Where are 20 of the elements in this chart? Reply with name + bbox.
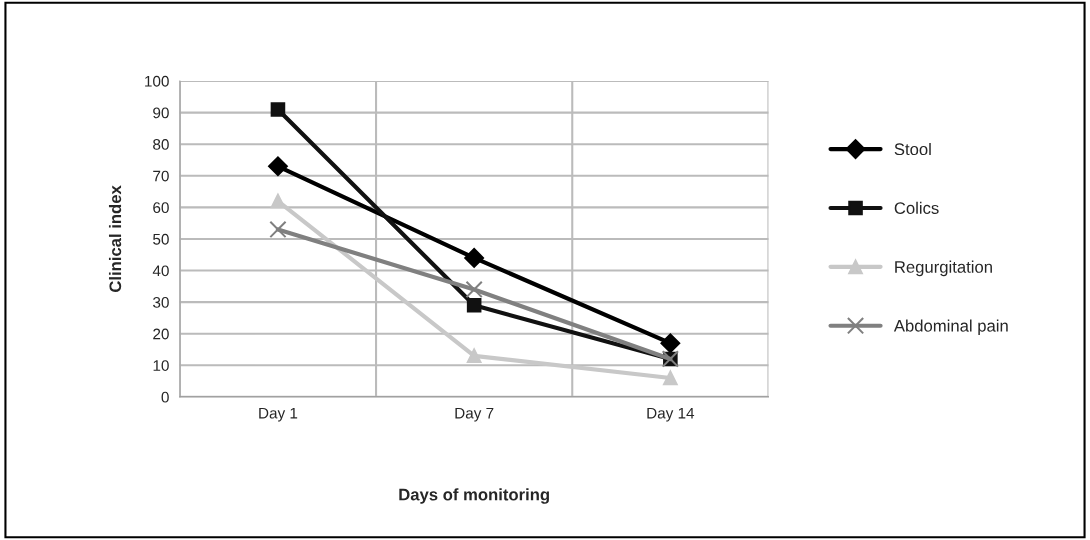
- x-tick-label: Day 1: [259, 407, 298, 422]
- y-tick-label: 100: [145, 75, 169, 87]
- y-tick-label: 80: [153, 139, 169, 150]
- y-tick-label: 0: [161, 391, 169, 403]
- x-tick-label: Day 7: [455, 407, 494, 422]
- y-tick-label: 20: [153, 328, 169, 340]
- y-tick-label: 70: [153, 170, 169, 182]
- legend-label: Colics: [894, 201, 939, 214]
- y-tick-label: 30: [153, 297, 169, 308]
- legend-label: Stool: [894, 142, 931, 156]
- legend-label: Regurgitation: [895, 260, 992, 277]
- y-tick-label: 90: [153, 107, 169, 119]
- y-tick-label: 10: [153, 360, 169, 371]
- x-tick-label: Day 14: [647, 407, 695, 422]
- y-tick-label: 60: [153, 202, 169, 214]
- y-axis-title: Clinical index: [108, 185, 122, 292]
- legend-label: Abdominal pain: [893, 319, 1008, 336]
- y-tick-label: 50: [153, 233, 169, 245]
- x-axis-title: Days of monitoring: [399, 488, 549, 504]
- y-tick-label: 40: [152, 265, 169, 277]
